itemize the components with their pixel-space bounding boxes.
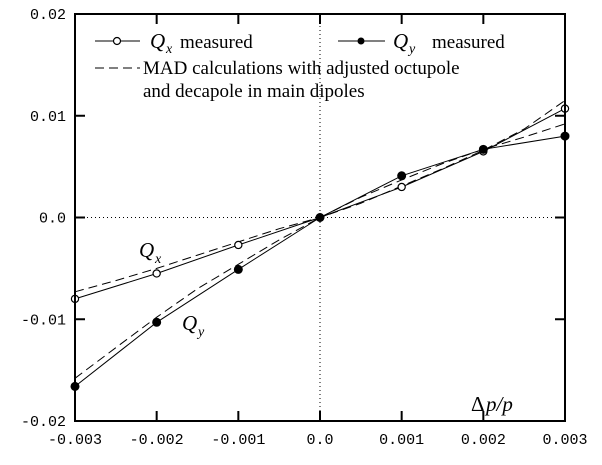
x-axis-label: Δ p/p <box>471 392 513 416</box>
x-tick-label: 0.001 <box>379 432 424 449</box>
legend-mad-line1: MAD calculations with adjusted octupole <box>143 58 460 79</box>
legend: Q x measured Q y measured MAD calculatio… <box>95 29 505 102</box>
data-point-qx <box>152 269 161 278</box>
markers-layer <box>70 104 570 391</box>
legend-qy-text: measured <box>432 32 505 53</box>
legend-qx-symbol: Q <box>150 29 165 53</box>
legend-qy-symbol: Q <box>393 29 408 53</box>
data-point-qy <box>478 144 488 154</box>
x-axis-label-delta: Δ <box>471 392 485 416</box>
annotation-qx-symbol: Q <box>139 238 154 262</box>
tick-labels: -0.003 -0.002 -0.001 0.0 0.001 0.002 0.003 -0.0… <box>21 7 588 449</box>
x-tick-label: 0.002 <box>461 432 506 449</box>
annotation-qy-symbol: Q <box>182 311 197 335</box>
legend-qy-sub: y <box>407 42 416 57</box>
legend-qx-sub: x <box>165 42 173 57</box>
annotation-qy-sub: y <box>196 325 205 340</box>
legend-qx-text: measured <box>180 32 253 53</box>
x-tick-label: 0.003 <box>542 432 587 449</box>
x-tick-label: 0.0 <box>306 432 333 449</box>
data-point-qy <box>397 171 407 181</box>
y-tick-label: 0.01 <box>30 109 66 126</box>
data-point-qy <box>152 317 162 327</box>
y-tick-label: -0.02 <box>21 414 66 431</box>
annotation-qy: Q y <box>182 311 205 340</box>
data-point-qx <box>397 182 406 192</box>
data-point-qy <box>315 213 325 222</box>
legend-entry-qx: Q x measured <box>95 29 253 57</box>
legend-mad-line2: and decapole in main dipoles <box>143 81 365 102</box>
ticks-layer <box>74 13 566 422</box>
x-axis-label-rest: p/p <box>484 392 513 416</box>
x-tick-label: -0.001 <box>211 432 265 449</box>
y-tick-label: 0.02 <box>30 7 66 24</box>
x-tick-label: -0.003 <box>48 432 102 449</box>
legend-entry-mad: MAD calculations with adjusted octupole … <box>95 58 460 102</box>
legend-entry-qy: Q y measured <box>338 29 505 57</box>
legend-qx-marker <box>112 36 122 46</box>
data-point-qy <box>233 264 243 274</box>
y-tick-label: -0.01 <box>21 312 66 329</box>
y-tick-label: 0.0 <box>39 211 66 228</box>
annotation-qx-sub: x <box>154 252 162 267</box>
legend-qy-marker <box>357 37 365 45</box>
data-point-qx <box>234 240 243 250</box>
series-line-2 <box>74 100 566 293</box>
x-tick-label: -0.002 <box>130 432 184 449</box>
annotation-qx: Q x <box>139 238 162 267</box>
